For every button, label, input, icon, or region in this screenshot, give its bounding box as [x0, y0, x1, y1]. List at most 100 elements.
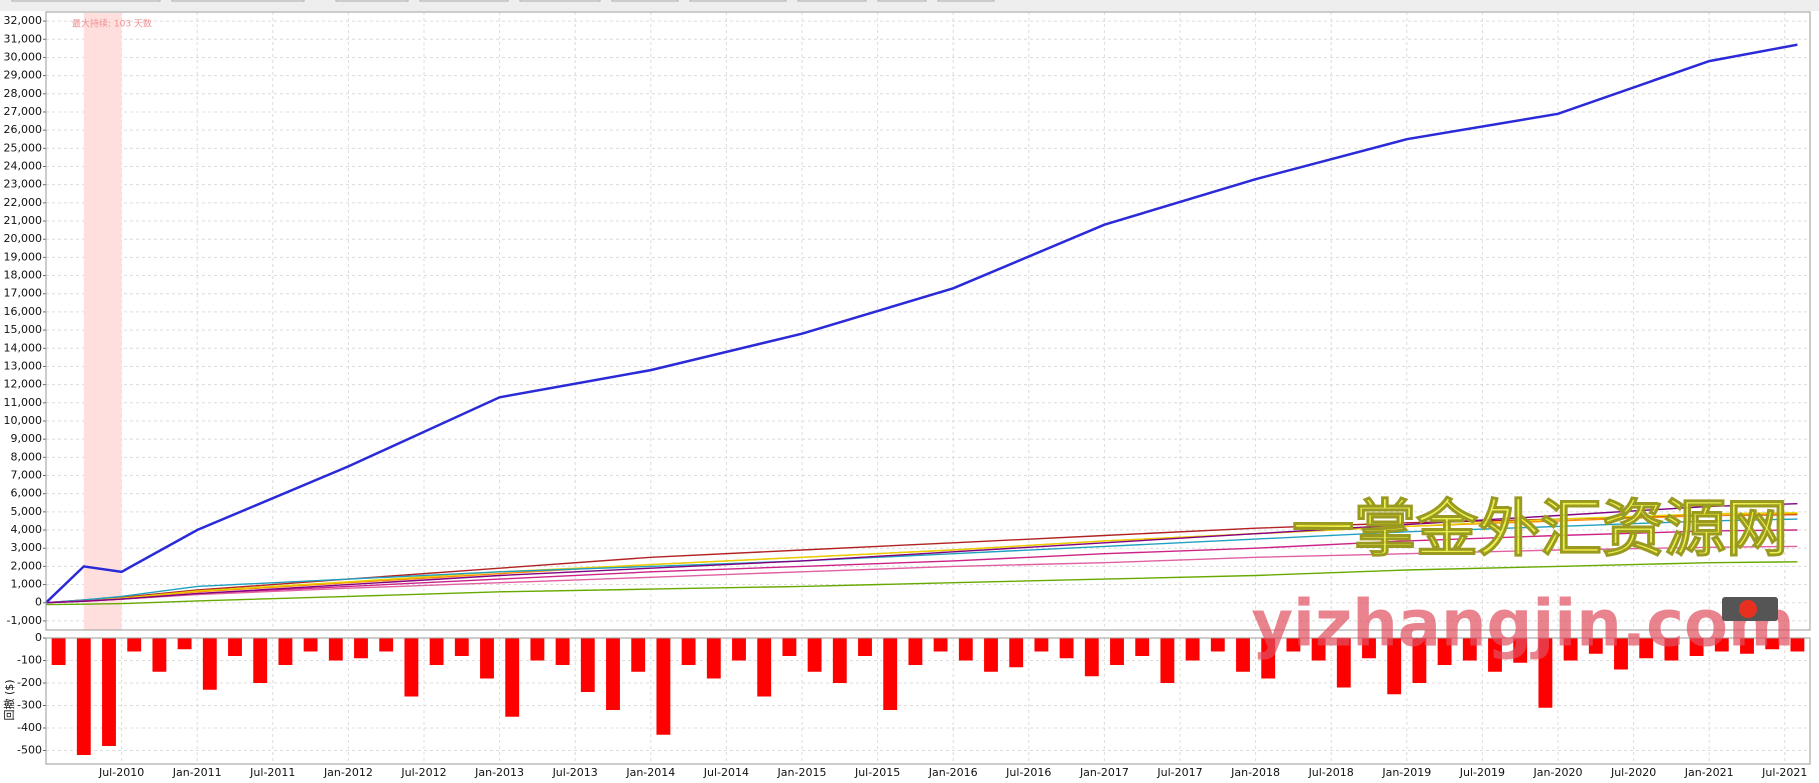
- x-tick-label: Jan-2020: [1533, 766, 1583, 779]
- toolbar-button[interactable]: [419, 0, 509, 2]
- y-tick-label: 16,000: [4, 305, 43, 318]
- drawdown-bar: [1714, 638, 1729, 652]
- y-tick-label: 22,000: [4, 196, 43, 209]
- x-tick-label: Jan-2011: [172, 766, 222, 779]
- x-tick-label: Jan-2012: [323, 766, 373, 779]
- x-tick-label: Jan-2014: [625, 766, 675, 779]
- drawdown-shade: [83, 13, 122, 630]
- toolbar-button[interactable]: [335, 0, 409, 2]
- y-tick-label: 8,000: [11, 450, 43, 463]
- drawdown-bar: [303, 638, 318, 652]
- drawdown-bar: [1185, 638, 1200, 661]
- drawdown-bar: [202, 638, 217, 690]
- plot-layer: -1,000 0 1,000 2,000 3,000 4,000 5,000 6,000 7,0…: [4, 12, 1810, 779]
- x-tick-label: Jan-2016: [928, 766, 978, 779]
- x-tick-label: Jul-2021: [1761, 766, 1807, 779]
- lower-frame: [45, 637, 1811, 765]
- y-tick-label: 25,000: [4, 141, 43, 154]
- drawdown-bar: [1311, 638, 1326, 661]
- y-tick-label: 6,000: [11, 487, 43, 500]
- y-tick-label: 18,000: [4, 269, 43, 282]
- watermark-text: yizhangjin.com: [1251, 588, 1794, 662]
- drawdown-bar: [555, 638, 570, 665]
- y-tick-label: 26,000: [4, 123, 43, 136]
- y-tick-label: 5,000: [11, 505, 43, 518]
- drawdown-bar: [505, 638, 520, 717]
- logo-circle: [1739, 600, 1757, 618]
- x-tick-label: Jan-2018: [1230, 766, 1280, 779]
- drawdown-bar: [1462, 638, 1477, 661]
- y-tick-label: 30,000: [4, 50, 43, 63]
- drawdown-bar: [706, 638, 721, 679]
- drawdown-bar: [958, 638, 973, 661]
- toolbar: [0, 0, 1819, 11]
- y-tick-label: 24,000: [4, 160, 43, 173]
- drawdown-bar: [530, 638, 545, 661]
- drawdown-bar: [1765, 638, 1780, 650]
- drawdown-bar: [253, 638, 268, 683]
- drawdown-bar: [1790, 638, 1805, 652]
- y-axis-label: 回撤 ($): [2, 679, 16, 720]
- y-tick-label: 31,000: [4, 32, 43, 45]
- toolbar-button[interactable]: [689, 0, 787, 2]
- drawdown-bar: [454, 638, 469, 656]
- toolbar-field[interactable]: [11, 0, 161, 2]
- equity-line: [45, 513, 1798, 604]
- drawdown-bar: [732, 638, 746, 661]
- y-tick-label: 19,000: [4, 250, 43, 263]
- y-tick-label: 1,000: [11, 578, 43, 591]
- y-tick-label: 23,000: [4, 178, 43, 191]
- toolbar-button[interactable]: [519, 0, 601, 2]
- y-tick-label: 21,000: [4, 214, 43, 227]
- drawdown-bar: [228, 638, 242, 656]
- y-tick-label: -100: [17, 654, 42, 667]
- y-tick-label: 15,000: [4, 323, 43, 336]
- x-tick-label: Jul-2010: [98, 766, 144, 779]
- drawdown-bar: [1563, 638, 1578, 661]
- y-tick-label: 20,000: [4, 232, 43, 245]
- toolbar-buttons: [11, 0, 995, 2]
- y-tick-label: 27,000: [4, 105, 43, 118]
- drawdown-bar: [1210, 638, 1225, 652]
- x-tick-label: Jul-2013: [552, 766, 598, 779]
- drawdown-bar: [1437, 638, 1452, 665]
- y-tick-label: 4,000: [11, 523, 43, 536]
- equity-line: [45, 503, 1798, 604]
- drawdown-bar: [757, 638, 772, 697]
- toolbar-button[interactable]: [171, 0, 305, 2]
- drawdown-bar: [1110, 638, 1124, 665]
- toolbar-button[interactable]: [611, 0, 679, 2]
- x-tick-label: Jan-2019: [1381, 766, 1431, 779]
- toolbar-button[interactable]: [937, 0, 995, 2]
- y-tick-label: 13,000: [4, 359, 43, 372]
- drawdown-bar: [656, 638, 671, 735]
- drawdown-bar: [1689, 638, 1704, 656]
- y-tick-label: -1,000: [7, 614, 42, 627]
- drawdown-bar: [908, 638, 923, 665]
- drawdown-bar: [631, 638, 646, 672]
- y-tick-label: 28,000: [4, 87, 43, 100]
- drawdown-bar: [177, 638, 192, 650]
- drawdown-bar: [1059, 638, 1074, 659]
- drawdown-bar: [933, 638, 948, 652]
- toolbar-button[interactable]: [797, 0, 867, 2]
- drawdown-bar: [51, 638, 66, 665]
- drawdown-bar: [1664, 638, 1679, 661]
- drawdown-bar: [580, 638, 595, 692]
- y-tick-label: -400: [17, 721, 42, 734]
- drawdown-bar: [1614, 638, 1628, 670]
- y-tick-label: 12,000: [4, 378, 43, 391]
- x-tick-label: Jul-2015: [854, 766, 900, 779]
- toolbar-button[interactable]: [877, 0, 927, 2]
- x-tick-label: Jul-2016: [1005, 766, 1051, 779]
- drawdown-bar: [76, 638, 91, 755]
- drawdown-bar: [782, 638, 797, 656]
- drawdown-bar: [379, 638, 394, 652]
- drawdown-annotation: 最大持续: 103 天数: [72, 18, 152, 30]
- drawdown-bar: [1009, 638, 1024, 668]
- drawdown-bar: [1362, 638, 1376, 659]
- drawdown-bar: [1538, 638, 1553, 708]
- drawdown-bar: [984, 638, 998, 672]
